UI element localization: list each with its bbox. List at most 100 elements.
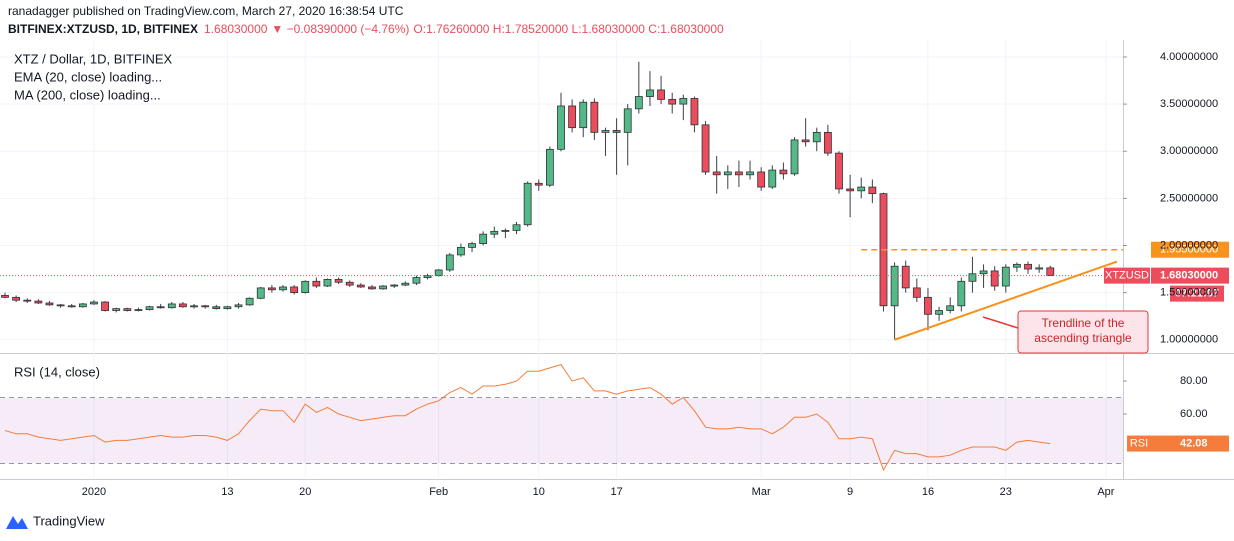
candle-body	[112, 308, 121, 311]
y-tick-label: 2.00000000	[1160, 239, 1218, 251]
candle-body	[290, 286, 299, 294]
candle-body	[801, 139, 810, 143]
candle-body	[501, 230, 510, 232]
rsi-band	[0, 397, 1123, 464]
candle-body	[946, 305, 955, 311]
candle-body	[12, 296, 21, 301]
candle-body	[957, 280, 966, 307]
symbol-label: XTZUSD	[1105, 270, 1149, 282]
x-tick-label: 10	[533, 486, 545, 498]
candle-body	[590, 101, 599, 133]
x-tick-label: 20	[299, 486, 311, 498]
indicator-legend: MA (200, close) loading...	[14, 87, 161, 102]
candle-body	[167, 303, 176, 309]
candle-body	[735, 171, 743, 176]
candle-body	[78, 303, 87, 308]
y-tick-label: 3.00000000	[1160, 145, 1218, 157]
candle-body	[334, 279, 343, 283]
candle-body	[901, 265, 910, 289]
candle-body	[657, 89, 665, 100]
candle-body	[468, 243, 476, 248]
candle-body	[1, 295, 9, 298]
candle-body	[145, 306, 154, 310]
candle-body	[790, 139, 799, 175]
y-tick-label: 1.00000000	[1160, 334, 1218, 346]
candle-body	[612, 130, 621, 133]
candle-body	[279, 286, 287, 291]
candle-body	[579, 101, 588, 129]
ohlc: O:1.76260000 H:1.78520000 L:1.68030000 C…	[413, 22, 724, 36]
countdown-box	[1170, 285, 1224, 302]
candle-body	[868, 186, 877, 195]
annotation-text: ascending triangle	[1034, 331, 1132, 345]
candle-body	[34, 300, 43, 304]
last-price-label: 1.68030000	[1160, 270, 1218, 282]
candle-body	[90, 301, 98, 305]
candle-body	[323, 279, 332, 287]
candle-body	[368, 286, 376, 290]
candle-body	[234, 304, 243, 308]
rsi-value-label: 42.08	[1180, 437, 1208, 449]
candle-body	[968, 273, 977, 282]
x-tick-label: 13	[221, 486, 233, 498]
candle-body	[423, 275, 432, 278]
candle-body	[256, 287, 265, 299]
candle-body	[634, 96, 643, 110]
candle-body	[301, 280, 310, 294]
candle-body	[690, 98, 699, 126]
candle-body	[190, 305, 198, 308]
candle-body	[223, 306, 232, 310]
symbol: BITFINEX:XTZUSD, 1D, BITFINEX	[8, 22, 198, 36]
change: ▼ −0.08390000 (−4.76%)	[271, 22, 409, 36]
candle-body	[1035, 267, 1044, 270]
candle-body	[924, 296, 932, 315]
symbol-line: BITFINEX:XTZUSD, 1D, BITFINEX 1.68030000 ▼…	[8, 22, 724, 36]
plot	[0, 61, 1123, 472]
x-tick-label: 23	[1000, 486, 1012, 498]
grid	[0, 40, 1123, 478]
candle-body	[890, 265, 899, 307]
candle-body	[823, 131, 832, 154]
x-tick-label: 17	[610, 486, 622, 498]
candle-body	[712, 171, 721, 176]
candle-body	[445, 254, 454, 271]
candle-body	[134, 309, 143, 311]
annotation-arrow	[982, 316, 1019, 329]
candle-body	[67, 305, 76, 308]
candle-body	[679, 98, 688, 105]
y-tick-label: 3.50000000	[1160, 98, 1218, 110]
candle-body	[812, 131, 821, 143]
candle-body	[512, 224, 521, 231]
countdown-label: 07:21:07	[1175, 288, 1219, 300]
candle-body	[245, 297, 254, 306]
last-price-box	[1151, 267, 1229, 284]
overlay: 1.95500000 XTZUSD 1.68030000 07:21:07 RSI 42.…	[861, 241, 1229, 452]
candle-body	[668, 98, 677, 105]
candle-body	[779, 169, 788, 175]
candle-body	[646, 89, 654, 97]
candle-body	[479, 233, 488, 245]
candle-body	[390, 284, 399, 287]
y-tick-label: 2.50000000	[1160, 192, 1218, 204]
candle-body	[623, 108, 632, 133]
candle-body	[267, 287, 276, 291]
level-label-box	[1151, 241, 1229, 258]
candle-body	[212, 306, 221, 310]
candle-body	[201, 305, 210, 308]
candle-body	[523, 182, 532, 226]
annotation-box	[1017, 310, 1149, 354]
published-line: ranadagger published on TradingView.com,…	[8, 4, 404, 18]
last: 1.68030000	[204, 22, 268, 36]
candle-body	[768, 169, 777, 188]
rsi-line	[4, 364, 1051, 472]
candle-body	[1001, 266, 1010, 287]
logo-mark	[6, 516, 28, 529]
candle-body	[1024, 263, 1032, 270]
x-tick-label: Feb	[429, 486, 448, 498]
candle-body	[412, 277, 421, 284]
candle-body	[545, 148, 554, 186]
candle-body	[935, 310, 943, 315]
legend-title: XTZ / Dollar, 1D, BITFINEX	[14, 51, 173, 66]
